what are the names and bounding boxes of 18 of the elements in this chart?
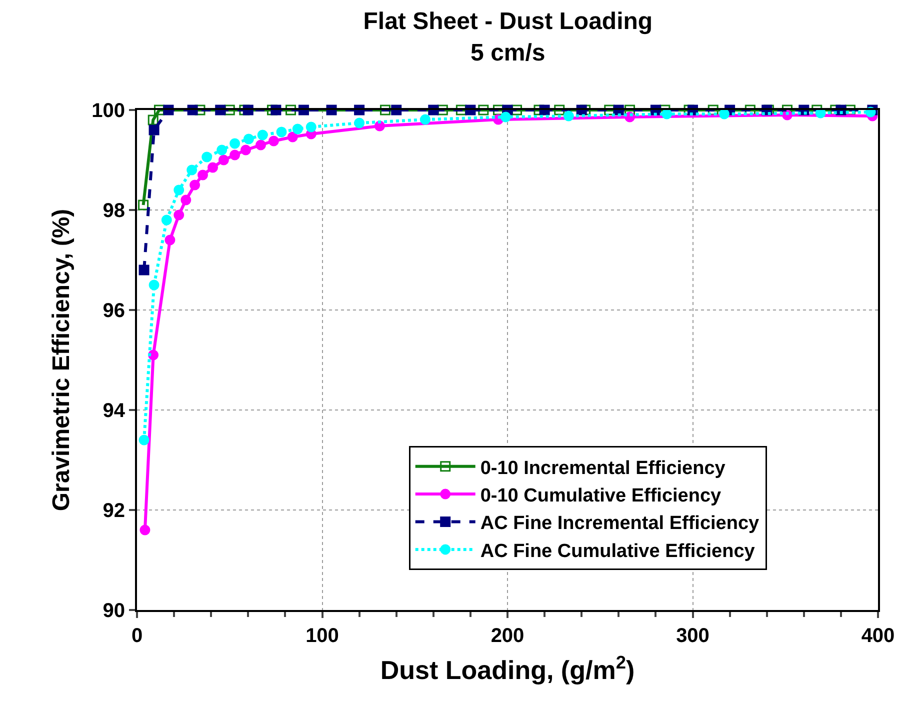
x-tick-label: 300	[676, 625, 710, 647]
x-tick-label: 0	[131, 625, 143, 647]
y-axis-title: Gravimetric Efficiency, (%)	[48, 208, 76, 512]
x-tick-label: 100	[306, 625, 339, 647]
y-tick-label: 100	[92, 100, 125, 122]
chart-title: Flat Sheet - Dust Loading 5 cm/s	[363, 8, 653, 66]
y-tick-label: 92	[102, 500, 125, 522]
legend-label: 0-10 Incremental Efficiency	[480, 458, 726, 479]
y-tick-label: 98	[102, 200, 125, 222]
y-tick-label: 96	[102, 300, 125, 322]
x-tick-label: 200	[490, 625, 524, 647]
x-axis-title: Dust Loading, (g/m$^{2}$)	[380, 652, 635, 686]
y-tick-label: 94	[102, 400, 126, 422]
y-tick-label: 90	[102, 600, 125, 622]
legend-label: 0-10 Cumulative Efficiency	[480, 485, 722, 506]
legend-label: AC Fine Incremental Efficiency	[480, 513, 760, 534]
legend-label: AC Fine Cumulative Efficiency	[480, 540, 756, 562]
x-tick-label: 400	[861, 625, 895, 647]
